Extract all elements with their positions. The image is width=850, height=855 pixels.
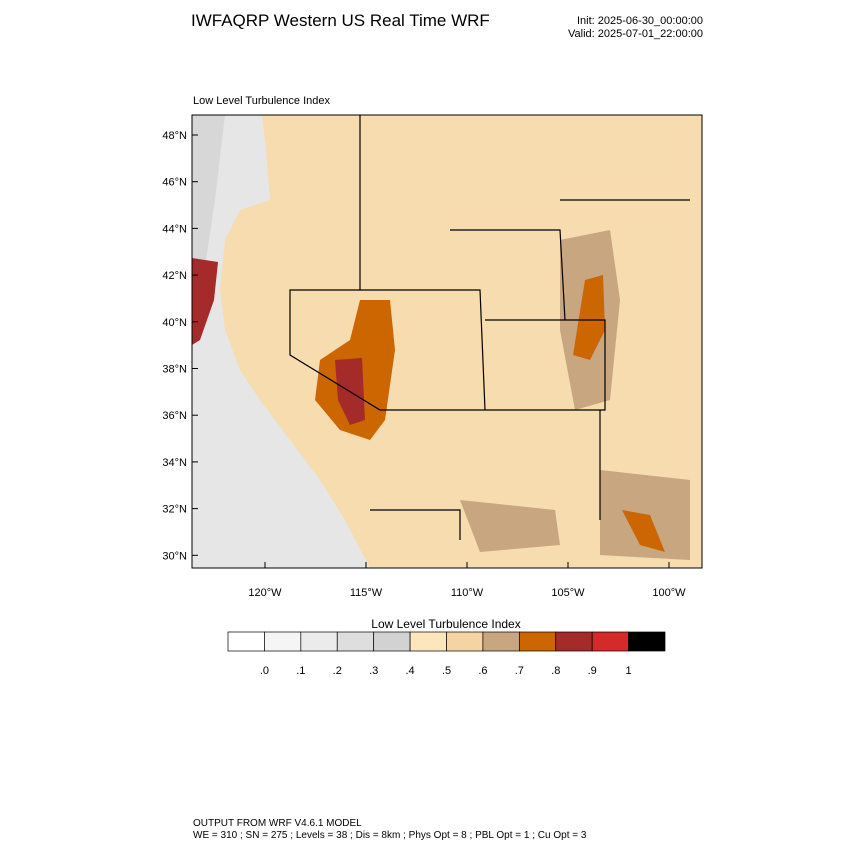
footer-line: OUTPUT FROM WRF V4.6.1 MODEL <box>193 818 362 829</box>
high-index <box>622 510 665 552</box>
lat-label: 32°N <box>162 504 187 516</box>
state-borders <box>289 115 690 540</box>
colorbar-label: .3 <box>369 665 378 677</box>
lon-label: 115°W <box>350 587 383 599</box>
color-box <box>446 631 484 652</box>
title: IWFAQRP Western US Real Time WRF <box>191 11 490 30</box>
colorbar-label: .6 <box>478 665 487 677</box>
colorbar-label: .9 <box>588 665 597 677</box>
lat-label: 40°N <box>162 317 187 329</box>
lon-label: 105°W <box>551 587 585 599</box>
color-box <box>336 631 375 652</box>
color-box <box>409 631 447 652</box>
ocean <box>192 115 370 568</box>
lat-label: 38°N <box>162 364 187 376</box>
moderate-index <box>460 500 560 552</box>
lon-label: 100°W <box>652 587 686 599</box>
colorbar-label: 1 <box>626 665 632 677</box>
high-index <box>573 275 605 360</box>
high-index <box>192 258 218 345</box>
color-box <box>591 631 629 652</box>
map-label: Low Level Turbulence Index <box>193 95 330 107</box>
map-frame <box>191 114 703 569</box>
lon-label: 110°W <box>451 587 484 599</box>
colorbar-title: Low Level Turbulence Index <box>371 617 520 631</box>
colorbar-label: .8 <box>551 665 560 677</box>
colorbar-label: .1 <box>296 665 305 677</box>
lat-axis: 48°N 46°N 44°N 42°N 40°N 38°N 36°N 34°N 32°N 30°N <box>162 130 198 562</box>
lat-label: 34°N <box>162 457 187 469</box>
colorbar-label: .0 <box>260 665 269 677</box>
color-box <box>628 631 666 652</box>
color-box <box>264 631 302 652</box>
lat-label: 48°N <box>162 130 187 142</box>
lon-axis: 120°W 115°W 110°W 105°W 100°W <box>248 562 686 599</box>
colorbar: .0 .1 .2 .3 .4 .5 .6 .7 .8 .9 1 <box>227 631 666 677</box>
map <box>191 114 703 569</box>
lat-label: 30°N <box>162 550 187 562</box>
lat-label: 46°N <box>162 177 187 189</box>
colorbar-label: .4 <box>405 665 414 677</box>
init-time: Init: 2025-06-30_00:00:00 <box>577 15 703 27</box>
color-box <box>518 631 557 652</box>
lat-label: 42°N <box>162 270 187 282</box>
valid-time: Valid: 2025-07-01_22:00:00 <box>568 28 703 40</box>
color-box <box>300 631 338 652</box>
lat-label: 36°N <box>162 410 187 422</box>
lon-label: 120°W <box>248 587 282 599</box>
color-box <box>227 631 265 652</box>
color-box <box>373 631 411 652</box>
colorbar-label: .5 <box>442 665 451 677</box>
color-box <box>555 631 593 652</box>
color-box <box>482 631 520 652</box>
footer-line: WE = 310 ; SN = 275 ; Levels = 38 ; Dis … <box>193 830 587 841</box>
colorbar-label: .2 <box>333 665 342 677</box>
colorbar-label: .7 <box>515 665 524 677</box>
lat-label: 44°N <box>162 223 187 235</box>
